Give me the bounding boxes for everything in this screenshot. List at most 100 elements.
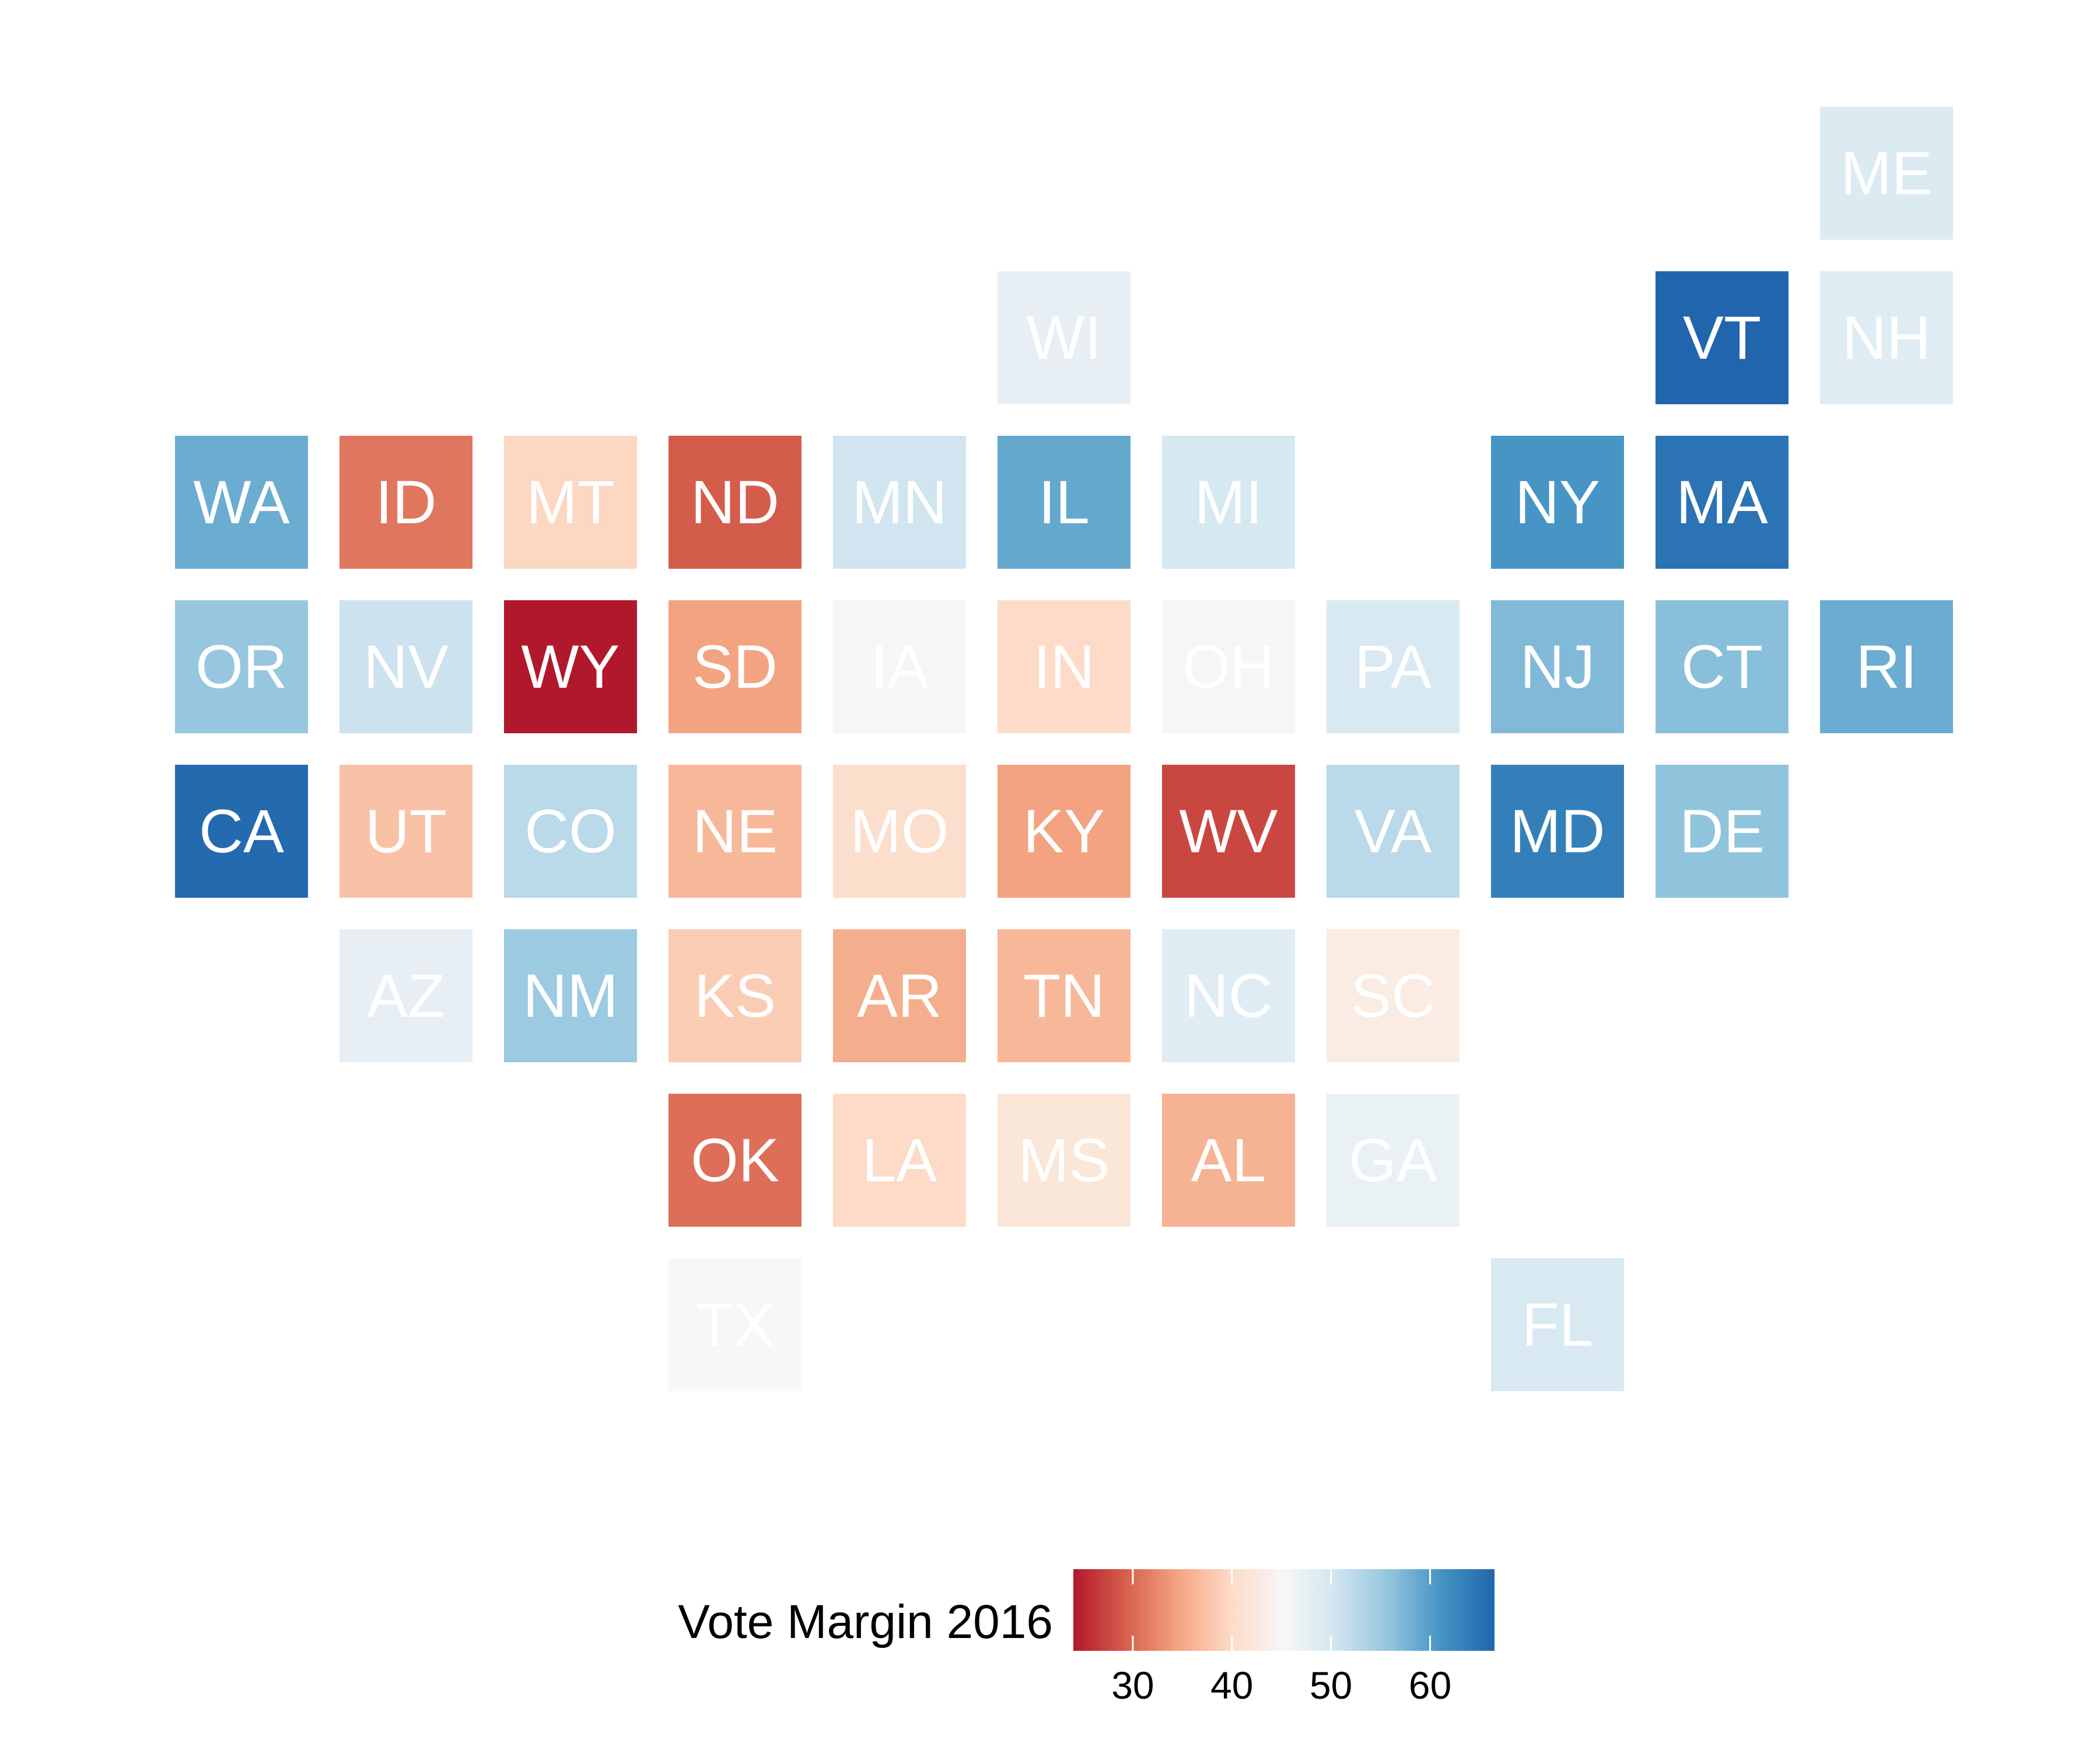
state-label: NJ xyxy=(1520,633,1595,701)
state-tile-ny: NY xyxy=(1491,436,1624,569)
state-label: TN xyxy=(1023,962,1105,1030)
state-tile-rect xyxy=(504,765,637,898)
state-tile-sc: SC xyxy=(1326,929,1460,1062)
state-tile-ms: MS xyxy=(998,1094,1130,1227)
state-tile-va: VA xyxy=(1326,765,1460,898)
state-tile-rect xyxy=(504,436,637,569)
state-tile-rect xyxy=(833,600,966,733)
state-tile-ia: IA xyxy=(833,600,966,733)
state-label: PA xyxy=(1354,633,1432,701)
state-tile-in: IN xyxy=(998,600,1130,733)
state-tile-rect xyxy=(998,765,1130,898)
state-tile-rect xyxy=(1820,600,1953,733)
state-tile-mt: MT xyxy=(504,436,637,569)
state-label: MO xyxy=(850,797,949,866)
state-tile-rect xyxy=(998,1094,1130,1227)
state-label: MI xyxy=(1195,468,1263,537)
state-tile-rect xyxy=(1656,600,1788,733)
state-tile-rect xyxy=(175,436,308,569)
state-label: NY xyxy=(1515,468,1600,537)
state-tile-rect xyxy=(833,436,966,569)
state-label: DE xyxy=(1679,797,1765,866)
state-tile-mi: MI xyxy=(1162,436,1295,569)
state-tile-rect xyxy=(175,600,308,733)
state-tile-vt: VT xyxy=(1656,271,1788,404)
state-label: IN xyxy=(1034,633,1095,701)
state-tile-rect xyxy=(998,600,1130,733)
state-tile-me: ME xyxy=(1820,107,1953,240)
state-label: FL xyxy=(1522,1291,1594,1359)
state-tile-rect xyxy=(1326,600,1460,733)
state-tile-rect xyxy=(1491,436,1624,569)
state-tile-la: LA xyxy=(833,1094,966,1227)
state-tile-md: MD xyxy=(1491,765,1624,898)
state-label: OR xyxy=(195,633,288,701)
state-label: OH xyxy=(1182,633,1275,701)
state-label: MS xyxy=(1018,1126,1110,1195)
state-tile-de: DE xyxy=(1656,765,1788,898)
state-label: RI xyxy=(1856,633,1917,701)
legend-tick-label: 60 xyxy=(1409,1664,1451,1707)
state-label: UT xyxy=(365,797,447,866)
state-tile-ct: CT xyxy=(1656,600,1788,733)
state-tile-rect xyxy=(340,436,473,569)
state-tile-rect xyxy=(668,765,802,898)
state-tile-tn: TN xyxy=(998,929,1130,1062)
legend-tick-label: 50 xyxy=(1310,1664,1352,1707)
state-tile-nm: NM xyxy=(504,929,637,1062)
state-label: CA xyxy=(199,797,284,866)
state-label: NC xyxy=(1184,962,1273,1030)
state-tile-ky: KY xyxy=(998,765,1130,898)
state-tile-ca: CA xyxy=(175,765,308,898)
state-tile-rect xyxy=(998,929,1130,1062)
state-tile-or: OR xyxy=(175,600,308,733)
state-label: GA xyxy=(1349,1126,1437,1195)
state-tile-rect xyxy=(175,765,308,898)
state-label: VT xyxy=(1683,304,1761,372)
state-tile-rect xyxy=(668,436,802,569)
legend: Vote Margin 2016 30 40 50 60 xyxy=(678,1569,1494,1707)
state-tiles: ME WI VT NH WA ID MT ND MN IL MI NY MA OR NV WY SD IA IN OH… xyxy=(175,107,1953,1391)
state-label: WA xyxy=(193,468,289,537)
state-label: MD xyxy=(1510,797,1605,866)
state-tile-rect xyxy=(340,765,473,898)
state-tile-rect xyxy=(668,1094,802,1227)
state-label: IL xyxy=(1038,468,1090,537)
state-label: MA xyxy=(1676,468,1768,537)
state-tile-il: IL xyxy=(998,436,1130,569)
state-tile-oh: OH xyxy=(1162,600,1295,733)
state-tile-rect xyxy=(1162,436,1295,569)
state-tile-rect xyxy=(1656,765,1788,898)
state-tile-al: AL xyxy=(1162,1094,1295,1227)
state-label: NM xyxy=(523,962,618,1030)
state-label: SD xyxy=(692,633,778,701)
state-tile-rect xyxy=(1162,929,1295,1062)
state-label: ME xyxy=(1840,139,1933,208)
state-tile-ma: MA xyxy=(1656,436,1788,569)
state-tile-rect xyxy=(668,929,802,1062)
state-tile-co: CO xyxy=(504,765,637,898)
state-label: MT xyxy=(526,468,615,537)
state-label: OK xyxy=(691,1126,779,1195)
state-tile-wy: WY xyxy=(504,600,637,733)
state-label: AL xyxy=(1191,1126,1266,1195)
state-tile-rect xyxy=(1820,107,1953,240)
state-tile-rect xyxy=(340,929,473,1062)
legend-tick-label: 30 xyxy=(1111,1664,1154,1707)
state-tile-ut: UT xyxy=(340,765,473,898)
state-label: WY xyxy=(521,633,620,701)
state-tile-ok: OK xyxy=(668,1094,802,1227)
state-label: NE xyxy=(692,797,778,866)
state-tile-sd: SD xyxy=(668,600,802,733)
state-label: NH xyxy=(1842,304,1931,372)
legend-title: Vote Margin 2016 xyxy=(678,1595,1053,1648)
state-tile-mo: MO xyxy=(833,765,966,898)
state-tile-ne: NE xyxy=(668,765,802,898)
state-label: AR xyxy=(857,962,942,1030)
state-tile-ks: KS xyxy=(668,929,802,1062)
state-tile-nd: ND xyxy=(668,436,802,569)
state-label: CO xyxy=(524,797,617,866)
state-tile-rect xyxy=(668,600,802,733)
state-tile-ar: AR xyxy=(833,929,966,1062)
